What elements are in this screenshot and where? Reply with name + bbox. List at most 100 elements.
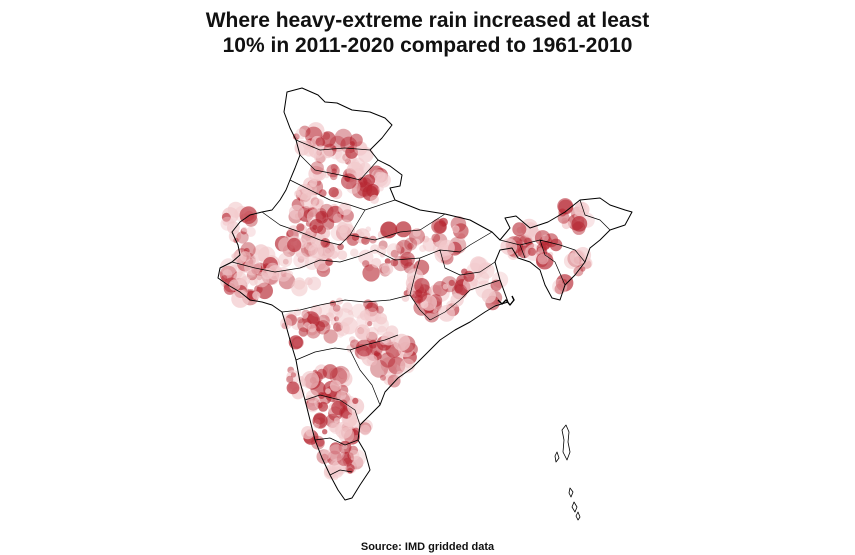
rain-increase-point xyxy=(500,238,518,256)
rain-increase-point xyxy=(358,146,374,163)
rain-increase-point xyxy=(315,320,331,335)
rain-increase-point xyxy=(393,255,409,272)
rain-increase-point xyxy=(396,239,413,256)
rain-increase-point xyxy=(396,370,404,379)
rain-increase-point xyxy=(289,204,304,220)
rain-increase-point xyxy=(413,238,421,246)
rain-increase-point xyxy=(315,210,329,224)
rain-increase-point xyxy=(320,238,331,248)
rain-increase-point xyxy=(360,424,371,436)
rain-increase-point xyxy=(315,137,326,147)
rain-increase-point xyxy=(318,303,335,319)
india-outline-layer xyxy=(217,87,633,521)
rainfall-points-layer xyxy=(219,122,595,481)
rain-increase-point xyxy=(324,243,340,260)
rain-increase-point xyxy=(328,187,339,198)
rain-increase-point xyxy=(537,253,549,265)
andaman-islands xyxy=(554,424,571,463)
rain-increase-point xyxy=(245,226,256,237)
rain-increase-point xyxy=(307,323,317,333)
rain-increase-point xyxy=(431,218,447,234)
rain-increase-point xyxy=(387,356,406,375)
rain-increase-point xyxy=(329,458,348,476)
rain-increase-point xyxy=(329,380,342,392)
rain-increase-point xyxy=(346,344,356,353)
rain-increase-point xyxy=(358,231,365,238)
rain-increase-point xyxy=(395,221,412,238)
rain-increase-point xyxy=(331,466,344,478)
rain-increase-point xyxy=(338,202,352,216)
rain-increase-point xyxy=(390,258,399,267)
rain-increase-point xyxy=(394,243,402,252)
rain-increase-point xyxy=(365,226,372,232)
rain-increase-point xyxy=(322,429,328,435)
rain-increase-point xyxy=(335,308,354,327)
rain-increase-point xyxy=(380,374,386,381)
title-line-1: Where heavy-extreme rain increased at le… xyxy=(205,9,650,32)
rain-increase-point xyxy=(363,174,376,187)
rain-increase-point xyxy=(295,128,307,140)
rain-increase-point xyxy=(356,327,370,341)
rain-increase-point xyxy=(315,438,325,447)
rain-increase-point xyxy=(349,336,356,343)
nicobar-islands xyxy=(568,487,581,521)
rain-increase-point xyxy=(448,279,455,286)
rain-increase-point xyxy=(339,223,356,240)
rain-increase-point xyxy=(355,339,373,357)
rain-increase-point xyxy=(325,312,335,322)
rain-increase-point xyxy=(336,390,347,400)
rain-increase-point xyxy=(308,165,325,182)
rain-increase-point xyxy=(222,269,233,279)
state-boundaries xyxy=(231,139,611,476)
rain-increase-point xyxy=(313,412,326,425)
rain-increase-point xyxy=(227,221,240,235)
rain-increase-point xyxy=(240,289,248,298)
rain-increase-point xyxy=(542,234,549,242)
rain-increase-point xyxy=(367,300,379,312)
rain-increase-point xyxy=(323,329,338,344)
rain-increase-point xyxy=(373,171,389,187)
rain-increase-point xyxy=(332,304,341,312)
rain-increase-point xyxy=(364,318,373,327)
rain-increase-point xyxy=(342,444,348,450)
rain-increase-point xyxy=(328,422,339,433)
rain-increase-point xyxy=(317,145,324,153)
rain-increase-point xyxy=(419,244,427,253)
rain-increase-point xyxy=(334,417,340,424)
rain-increase-point xyxy=(407,242,414,250)
rain-increase-point xyxy=(338,369,349,379)
rain-increase-point xyxy=(369,194,379,204)
rain-increase-point xyxy=(300,190,318,209)
rain-increase-point xyxy=(336,451,351,466)
rain-increase-point xyxy=(329,442,342,455)
rain-increase-point xyxy=(333,213,343,224)
rain-increase-point xyxy=(381,263,394,275)
rain-increase-point xyxy=(327,444,345,462)
rain-increase-point xyxy=(337,250,348,260)
rain-increase-point xyxy=(320,449,332,461)
rain-increase-point xyxy=(401,294,410,302)
rain-increase-point xyxy=(221,212,231,222)
rain-increase-point xyxy=(286,375,294,383)
rain-increase-point xyxy=(325,388,331,395)
rain-increase-point xyxy=(481,288,496,304)
rain-increase-point xyxy=(298,327,308,337)
rain-increase-point xyxy=(463,270,475,282)
rain-increase-point xyxy=(323,148,334,159)
rain-increase-point xyxy=(325,258,333,266)
rain-increase-point xyxy=(366,327,379,340)
rain-increase-point xyxy=(549,238,563,252)
rain-increase-point xyxy=(280,317,293,330)
rain-increase-point xyxy=(569,249,586,266)
rain-increase-point xyxy=(221,275,228,282)
rain-increase-point xyxy=(252,244,270,262)
rain-increase-point xyxy=(352,397,359,404)
rain-increase-point xyxy=(438,239,455,256)
rain-increase-point xyxy=(400,358,415,374)
rain-increase-point xyxy=(307,276,322,291)
rain-increase-point xyxy=(227,201,244,218)
rain-increase-point xyxy=(390,249,399,258)
rain-increase-point xyxy=(404,237,418,251)
india-mainland-boundary xyxy=(217,87,633,501)
